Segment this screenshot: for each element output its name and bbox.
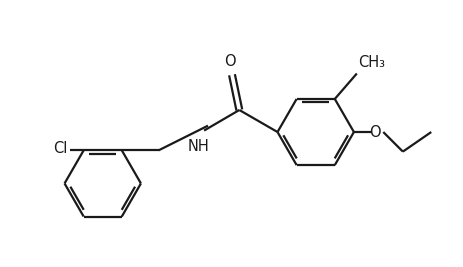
- Text: O: O: [369, 124, 380, 140]
- Text: CH₃: CH₃: [358, 55, 385, 70]
- Text: O: O: [224, 54, 236, 69]
- Text: NH: NH: [188, 139, 209, 154]
- Text: Cl: Cl: [53, 141, 68, 156]
